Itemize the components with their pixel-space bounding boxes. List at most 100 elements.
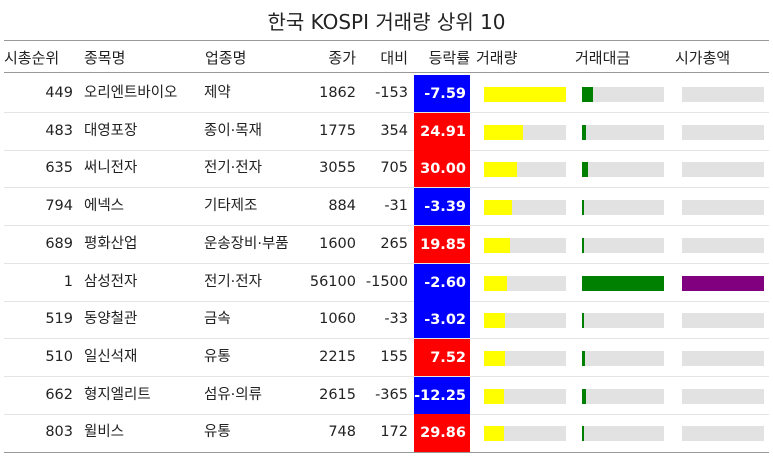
mcap-bar-track xyxy=(682,426,764,442)
row-divider xyxy=(4,149,769,151)
table-row: 794 에넥스 기타제조 884 -31 -3.39 xyxy=(4,188,769,227)
header-sector: 업종명 xyxy=(205,49,247,67)
sector-cell: 금속 xyxy=(204,311,231,328)
amount-bar xyxy=(582,237,585,253)
sector-cell: 유통 xyxy=(204,424,231,441)
rank-cell: 689 xyxy=(45,235,73,252)
mcap-bar-track xyxy=(682,87,764,102)
amount-bar-track xyxy=(582,162,664,178)
close-cell: 2615 xyxy=(319,386,356,403)
header-pct: 등락률 xyxy=(428,49,470,67)
table-row: 1 삼성전자 전기·전자 56100 -1500 -2.60 xyxy=(4,263,769,302)
mcap-bar xyxy=(682,275,764,291)
row-divider xyxy=(4,262,769,264)
amount-bar-track xyxy=(582,275,664,291)
pct-cell: -3.02 xyxy=(414,301,470,340)
amount-bar xyxy=(582,162,588,178)
rank-cell: 483 xyxy=(45,122,73,139)
pct-value: 19.85 xyxy=(420,236,466,253)
header-close: 종가 xyxy=(328,49,356,67)
name-cell: 삼성전자 xyxy=(84,273,138,290)
change-cell: -1500 xyxy=(365,273,408,290)
sector-cell: 기타제조 xyxy=(204,198,258,215)
name-cell: 윌비스 xyxy=(84,424,125,441)
mcap-bar-track xyxy=(682,350,764,366)
volume-bar xyxy=(484,200,512,216)
pct-cell: -2.60 xyxy=(414,263,470,302)
pct-cell: -3.39 xyxy=(414,188,470,227)
volume-bar xyxy=(484,124,524,140)
row-divider xyxy=(4,300,769,302)
table-row: 635 써니전자 전기·전자 3055 705 30.00 xyxy=(4,150,769,189)
sector-cell: 종이·목재 xyxy=(204,122,262,139)
pct-value: -7.59 xyxy=(424,86,466,102)
volume-bar-track xyxy=(484,124,566,140)
pct-cell: -12.25 xyxy=(414,376,470,415)
name-cell: 대영포장 xyxy=(84,122,138,139)
amount-bar xyxy=(582,124,587,140)
header-amount: 거래대금 xyxy=(575,49,631,67)
change-cell: -153 xyxy=(375,85,408,101)
amount-bar-track xyxy=(582,87,664,102)
table-row: 689 평화산업 운송장비·부품 1600 265 19.85 xyxy=(4,225,769,264)
header-name: 종목명 xyxy=(84,49,126,67)
pct-value: 29.86 xyxy=(420,425,466,442)
close-cell: 884 xyxy=(328,198,356,215)
change-cell: 155 xyxy=(380,348,408,365)
row-divider xyxy=(4,338,769,340)
mcap-bar-track xyxy=(682,388,764,404)
mcap-bar-track xyxy=(682,162,764,178)
table-row: 519 동양철관 금속 1060 -33 -3.02 xyxy=(4,301,769,340)
pct-value: -12.25 xyxy=(414,387,466,404)
volume-bar xyxy=(484,237,511,253)
top-rule xyxy=(4,40,769,41)
change-cell: -33 xyxy=(384,311,408,328)
amount-bar-track xyxy=(582,124,664,140)
volume-bar xyxy=(484,350,505,366)
mcap-bar-track xyxy=(682,237,764,253)
change-cell: 705 xyxy=(380,160,408,177)
pct-value: 7.52 xyxy=(430,349,466,366)
volume-bar xyxy=(484,313,506,329)
amount-bar xyxy=(582,200,584,216)
name-cell: 오리엔트바이오 xyxy=(84,85,178,101)
sector-cell: 운송장비·부품 xyxy=(204,235,289,252)
change-cell: 172 xyxy=(380,424,408,441)
amount-bar-track xyxy=(582,237,664,253)
table-row: 510 일신석재 유통 2215 155 7.52 xyxy=(4,338,769,377)
volume-bar-track xyxy=(484,426,566,442)
sector-cell: 전기·전자 xyxy=(204,160,262,177)
mcap-bar-track xyxy=(682,275,764,291)
rank-cell: 449 xyxy=(45,85,73,101)
amount-bar xyxy=(582,426,584,442)
row-divider xyxy=(4,112,769,113)
header-volume: 거래량 xyxy=(476,49,518,67)
mcap-bar-track xyxy=(682,313,764,329)
pct-cell: 30.00 xyxy=(414,150,470,189)
sector-cell: 유통 xyxy=(204,348,231,365)
table-row: 449 오리엔트바이오 제약 1862 -153 -7.59 xyxy=(4,75,769,113)
rank-cell: 1 xyxy=(63,273,73,290)
volume-bar xyxy=(484,426,504,442)
mcap-bar-track xyxy=(682,200,764,216)
chart-title: 한국 KOSPI 거래량 상위 10 xyxy=(267,10,506,34)
change-cell: 265 xyxy=(380,235,408,252)
amount-bar xyxy=(582,313,584,329)
close-cell: 1060 xyxy=(319,311,356,328)
header-mcap: 시가총액 xyxy=(675,49,731,67)
close-cell: 1600 xyxy=(319,235,356,252)
bottom-rule xyxy=(4,452,769,453)
pct-cell: -7.59 xyxy=(414,75,470,113)
amount-bar-track xyxy=(582,313,664,329)
volume-bar-track xyxy=(484,313,566,329)
name-cell: 일신석재 xyxy=(84,348,138,365)
volume-bar-track xyxy=(484,200,566,216)
row-divider xyxy=(4,187,769,189)
pct-value: -2.60 xyxy=(424,274,466,291)
name-cell: 동양철관 xyxy=(84,311,138,328)
volume-bar xyxy=(484,275,507,291)
amount-bar-track xyxy=(582,350,664,366)
name-cell: 형지엘리트 xyxy=(84,386,151,403)
volume-bar xyxy=(484,162,517,178)
table-row: 662 형지엘리트 섬유·의류 2615 -365 -12.25 xyxy=(4,376,769,415)
